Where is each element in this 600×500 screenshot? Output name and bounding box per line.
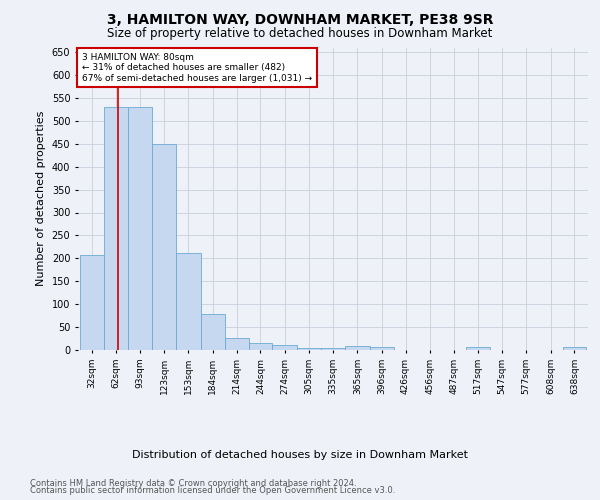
Text: Size of property relative to detached houses in Downham Market: Size of property relative to detached ho… [107, 28, 493, 40]
Text: Contains HM Land Registry data © Crown copyright and database right 2024.: Contains HM Land Registry data © Crown c… [30, 478, 356, 488]
Text: 3, HAMILTON WAY, DOWNHAM MARKET, PE38 9SR: 3, HAMILTON WAY, DOWNHAM MARKET, PE38 9S… [107, 12, 493, 26]
Bar [201, 314, 224, 350]
Bar [104, 107, 128, 350]
Bar [297, 348, 321, 350]
Bar [152, 144, 176, 350]
Bar [248, 342, 272, 350]
Text: 3 HAMILTON WAY: 80sqm
← 31% of detached houses are smaller (482)
67% of semi-det: 3 HAMILTON WAY: 80sqm ← 31% of detached … [82, 53, 312, 83]
Bar [321, 348, 345, 350]
Bar [224, 338, 248, 350]
Bar [345, 346, 370, 350]
Bar [80, 255, 104, 350]
Bar [128, 107, 152, 350]
Text: Distribution of detached houses by size in Downham Market: Distribution of detached houses by size … [132, 450, 468, 460]
Text: Contains public sector information licensed under the Open Government Licence v3: Contains public sector information licen… [30, 486, 395, 495]
Bar [466, 347, 490, 350]
Bar [370, 347, 394, 350]
Y-axis label: Number of detached properties: Number of detached properties [36, 111, 46, 286]
Bar [176, 253, 201, 350]
Bar [272, 344, 297, 350]
Bar [563, 347, 586, 350]
